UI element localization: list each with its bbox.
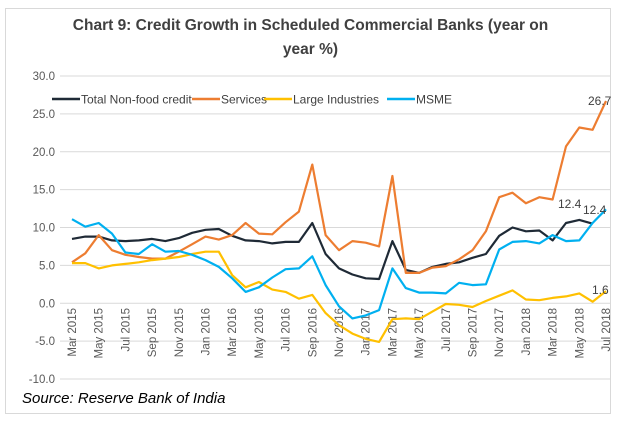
legend-label-total-non-food-credit: Total Non-food credit: [81, 93, 192, 107]
y-tick-label: 15.0: [33, 185, 55, 197]
legend-label-large-industries: Large Industries: [293, 93, 379, 107]
y-axis-tick-labels: 30.0 25.0 20.0 15.0 10.0 5.0 0.0 -5.0 -10.0: [29, 71, 55, 386]
chart-title: Chart 9: Credit Growth in Scheduled Comm…: [0, 14, 621, 62]
x-tick-label: Nov 2015: [174, 308, 186, 357]
x-axis-tick-labels: Mar 2015 May 2015 Jul 2015 Sep 2015 Nov 2015…: [67, 308, 613, 359]
legend: Total Non-food credit Services Large Indus…: [52, 93, 452, 107]
x-tick-label: Nov 2017: [494, 308, 506, 357]
chart-title-line-1: Chart 9: Credit Growth in Scheduled Comm…: [72, 17, 549, 34]
x-tick-label: Jul 2015: [120, 308, 132, 351]
legend-label-services: Services: [221, 93, 267, 107]
x-tick-label: Mar 2018: [548, 308, 560, 357]
y-tick-label: 5.0: [39, 260, 55, 272]
x-tick-label: Nov 2016: [334, 308, 346, 357]
data-label-services: 26.7: [588, 94, 612, 108]
y-tick-label: 25.0: [33, 109, 55, 121]
y-tick-label: 20.0: [33, 147, 55, 159]
x-tick-label: Sep 2015: [147, 308, 159, 357]
x-tick-label: Jan 2016: [201, 308, 213, 355]
x-tick-label: Mar 2016: [227, 308, 239, 357]
series-line-total-non-food-credit: [71, 218, 593, 281]
x-tick-label: Sep 2016: [307, 308, 319, 357]
x-tick-label: May 2016: [254, 308, 266, 359]
series-line-services: [71, 100, 607, 274]
x-tick-label: Mar 2015: [67, 308, 79, 357]
source-note: Source: Reserve Bank of India: [22, 390, 226, 407]
legend-label-msme: MSME: [416, 93, 452, 107]
x-tick-label: May 2015: [94, 308, 106, 359]
series-line-large-industries: [72, 250, 607, 343]
series-lines: [71, 100, 607, 343]
data-label-msme: 12.4: [583, 203, 607, 217]
x-tick-label: May 2017: [414, 308, 426, 359]
x-tick-label: Mar 2017: [387, 308, 399, 357]
data-label-large-industries: 1.6: [592, 283, 609, 297]
data-labels: 26.7 12.4 12.4 1.6: [558, 94, 612, 297]
series-line-msme: [71, 208, 607, 320]
x-tick-label: May 2018: [574, 308, 586, 359]
y-tick-label: -10.0: [29, 374, 55, 386]
x-tick-label: Sep 2017: [468, 308, 480, 357]
x-tick-label: Jan 2017: [361, 308, 373, 355]
y-tick-label: 0.0: [39, 298, 55, 310]
y-tick-label: 10.0: [33, 223, 55, 235]
x-tick-label: Jan 2018: [521, 308, 533, 355]
x-tick-label: Jul 2018: [601, 308, 613, 351]
x-tick-label: Jul 2016: [281, 308, 293, 351]
y-tick-label: 30.0: [33, 71, 55, 83]
y-tick-label: -5.0: [35, 336, 55, 348]
chart-title-line-2: year %): [282, 41, 339, 58]
x-tick-label: Jul 2017: [441, 308, 453, 351]
data-label-total-non-food-credit: 12.4: [558, 197, 582, 211]
